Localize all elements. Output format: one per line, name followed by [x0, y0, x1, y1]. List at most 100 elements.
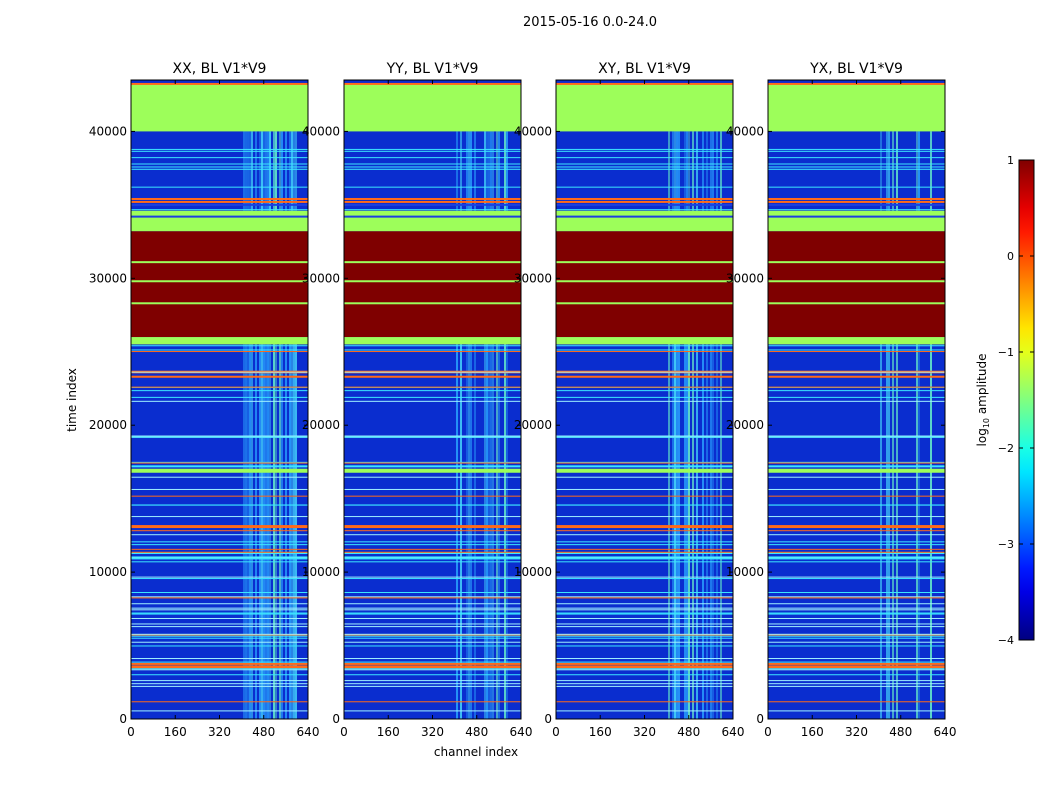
time-feature-line	[131, 665, 308, 669]
colorbar-tick-label: −4	[998, 634, 1014, 647]
y-tick-label: 20000	[89, 418, 127, 432]
time-feature-line	[344, 551, 521, 553]
rfi-stripe	[255, 131, 258, 211]
time-feature-line	[131, 436, 308, 438]
time-feature-line	[131, 345, 308, 347]
y-tick-label: 0	[332, 712, 340, 726]
panels: XX, BL V1*V9 0 160 320 480 640 0 10000 20000 3000…	[89, 61, 957, 739]
time-feature-line	[768, 701, 945, 703]
time-feature-line	[556, 617, 733, 619]
rfi-stripe	[279, 344, 282, 719]
rfi-stripe	[245, 344, 248, 719]
time-feature-line	[344, 516, 521, 518]
time-feature-line	[556, 662, 733, 665]
time-feature-line	[131, 645, 308, 647]
time-feature-line	[131, 534, 308, 536]
rfi-stripe	[259, 131, 262, 211]
time-feature-line	[344, 635, 521, 637]
time-feature-line	[131, 603, 308, 605]
rfi-stripe	[474, 131, 477, 211]
time-feature-line	[768, 150, 945, 152]
panel-title: XY, BL V1*V9	[598, 61, 691, 77]
time-feature-line	[131, 386, 308, 388]
time-feature-line	[556, 626, 733, 628]
rfi-stripe	[684, 131, 687, 211]
x-tick-label: 480	[252, 725, 275, 739]
rfi-stripe	[498, 131, 501, 211]
time-feature-line	[131, 557, 308, 559]
time-feature-line	[556, 461, 733, 463]
time-feature-line	[768, 462, 945, 464]
time-feature-line	[131, 168, 308, 170]
time-feature-line	[131, 371, 308, 373]
time-feature-line	[768, 603, 945, 605]
time-feature-line	[131, 592, 308, 594]
saturated-block	[556, 210, 733, 232]
time-feature-line	[768, 626, 945, 628]
rfi-stripe	[702, 344, 705, 719]
panel-4: YX, BL V1*V9 0 160 320 480 640 0 10000 20000 3000…	[726, 61, 957, 739]
rfi-stripe	[506, 344, 509, 719]
time-feature-line	[556, 633, 733, 635]
time-feature-line	[344, 435, 521, 437]
y-tick-label: 30000	[302, 271, 340, 285]
time-feature-line	[556, 635, 733, 637]
time-feature-line	[131, 613, 308, 615]
saturated-block	[131, 231, 308, 338]
time-feature-line	[131, 504, 308, 506]
time-feature-line	[344, 701, 521, 703]
time-feature-line	[131, 302, 308, 305]
time-feature-line	[768, 209, 945, 211]
time-feature-line	[768, 661, 945, 663]
time-feature-line	[768, 597, 945, 599]
time-feature-line	[344, 603, 521, 605]
time-feature-line	[131, 166, 308, 168]
time-feature-line	[768, 578, 945, 580]
time-feature-line	[131, 157, 308, 159]
time-feature-line	[556, 674, 733, 676]
time-feature-line	[344, 349, 521, 351]
time-feature-line	[556, 186, 733, 188]
time-feature-line	[344, 495, 521, 497]
time-feature-line	[556, 661, 733, 663]
time-feature-line	[131, 607, 308, 609]
panel-title: YY, BL V1*V9	[386, 61, 479, 77]
time-feature-line	[344, 203, 521, 206]
time-feature-line	[344, 302, 521, 305]
x-tick-label: 320	[421, 725, 444, 739]
time-feature-line	[556, 680, 733, 682]
time-feature-line	[556, 462, 733, 464]
y-tick-label: 20000	[726, 418, 764, 432]
rfi-stripe	[692, 131, 695, 211]
saturated-block	[344, 84, 521, 132]
time-feature-line	[768, 613, 945, 615]
y-tick-label: 0	[544, 712, 552, 726]
y-tick-label: 0	[756, 712, 764, 726]
time-feature-line	[131, 280, 308, 283]
time-feature-line	[556, 476, 733, 478]
rfi-stripe	[720, 344, 723, 719]
time-feature-line	[556, 209, 733, 211]
time-feature-line	[768, 576, 945, 578]
y-tick-label: 10000	[514, 565, 552, 579]
time-feature-line	[344, 150, 521, 152]
time-feature-line	[131, 685, 308, 687]
colorbar-tick-label: −1	[998, 346, 1014, 359]
time-feature-line	[556, 603, 733, 605]
time-feature-line	[768, 635, 945, 637]
time-feature-line	[344, 215, 521, 218]
time-feature-line	[131, 576, 308, 578]
rfi-stripe	[506, 131, 509, 211]
time-feature-line	[556, 578, 733, 580]
time-feature-line	[344, 592, 521, 594]
time-feature-line	[131, 436, 308, 438]
time-feature-line	[768, 683, 945, 685]
y-tick-label: 20000	[302, 418, 340, 432]
time-feature-line	[344, 476, 521, 478]
time-feature-line	[344, 634, 521, 636]
time-feature-line	[556, 561, 733, 563]
time-feature-line	[556, 166, 733, 168]
time-feature-line	[556, 530, 733, 532]
time-feature-line	[344, 436, 521, 438]
rfi-stripe	[916, 131, 919, 211]
